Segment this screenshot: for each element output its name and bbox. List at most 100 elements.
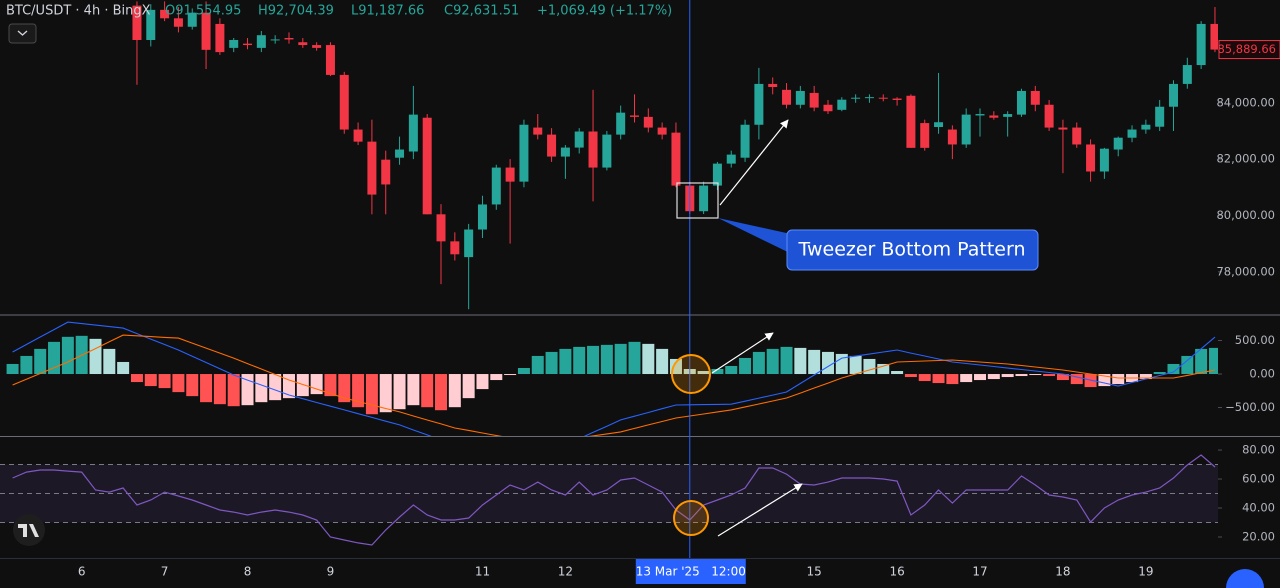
histogram-bar — [752, 351, 765, 375]
x-tick-label: 8 — [244, 565, 252, 579]
histogram-bar — [559, 348, 572, 375]
help-button[interactable] — [1226, 569, 1264, 588]
histogram-bar — [656, 348, 669, 375]
histogram-bar — [877, 363, 890, 375]
candle-body — [270, 39, 280, 41]
candle-body — [782, 89, 792, 105]
histogram-bar — [918, 374, 931, 382]
symbol-title: BTC/USDT · 4h · BingX — [6, 4, 151, 19]
histogram-bar — [946, 374, 959, 385]
annotation-text: Tweezer Bottom Pattern — [798, 239, 1026, 261]
histogram-bar — [1098, 374, 1111, 387]
last-price-label: 85,889.66 — [1217, 42, 1276, 56]
histogram-bar — [849, 355, 862, 375]
candle-body — [132, 5, 142, 40]
logo — [13, 514, 45, 546]
histogram-bar — [89, 338, 102, 375]
highlight-circle — [671, 354, 711, 394]
y-tick-label: 82,000.00 — [1216, 152, 1275, 166]
histogram-bar — [725, 365, 738, 375]
histogram-bar — [1208, 347, 1218, 375]
histogram-bar — [20, 355, 33, 375]
candle-body — [477, 204, 487, 230]
histogram-bar — [960, 374, 973, 383]
histogram-bar — [904, 374, 917, 378]
candle-body — [616, 112, 626, 135]
candle-body — [450, 241, 460, 255]
histogram-bar — [504, 374, 517, 376]
collapse-button[interactable] — [8, 23, 37, 44]
candle-body — [533, 127, 543, 135]
candle-body — [1155, 106, 1165, 127]
histogram-bar — [255, 374, 268, 403]
candle-body — [353, 129, 363, 142]
y-tick-label: 80,000.00 — [1216, 208, 1275, 222]
candle-body — [1210, 23, 1218, 50]
candle-body — [671, 132, 681, 186]
y-tick-label: −500.00 — [1225, 400, 1275, 414]
candle-body — [961, 114, 971, 145]
pattern-box — [676, 182, 719, 219]
histogram-bar — [628, 341, 641, 375]
crosshair-label-bg — [635, 559, 746, 584]
candle-body — [367, 141, 377, 195]
histogram-bar — [213, 374, 226, 405]
y-tick-label: 78,000.00 — [1216, 264, 1275, 278]
histogram-bar — [766, 348, 779, 375]
candle-body — [837, 99, 847, 110]
candle-body — [1058, 127, 1068, 130]
candle-body — [975, 114, 985, 116]
x-tick-label: 6 — [78, 565, 86, 579]
candle-body — [284, 38, 294, 40]
histogram-bar — [974, 374, 987, 381]
candle-body — [851, 97, 861, 99]
candle-body — [395, 149, 405, 158]
histogram-bar — [794, 347, 807, 375]
candle-body — [1030, 90, 1040, 105]
x-tick-label: 12 — [558, 565, 573, 579]
candle-body — [823, 104, 833, 112]
x-tick-label: 9 — [327, 565, 335, 579]
highlight-circle — [673, 500, 709, 536]
candle-body — [934, 122, 944, 128]
histogram-bar — [891, 371, 904, 375]
histogram-bar — [310, 374, 323, 395]
candle-body — [381, 159, 391, 185]
arrow — [711, 332, 774, 374]
candle-body — [325, 45, 335, 75]
histogram-bar — [421, 374, 434, 408]
button-frame[interactable] — [8, 23, 37, 44]
ohlc-close: C92,631.51 — [444, 4, 519, 19]
chevron — [17, 30, 28, 36]
candle-body — [643, 116, 653, 128]
histogram-bar — [282, 374, 295, 399]
candle-body — [754, 83, 764, 125]
histogram-bar — [642, 343, 655, 375]
histogram-bar — [200, 374, 213, 403]
histogram-bar — [863, 358, 876, 375]
candle-body — [464, 229, 474, 258]
histogram-bar — [1139, 374, 1152, 380]
candle-body — [657, 127, 667, 135]
candle-body — [768, 83, 778, 88]
histogram-bar — [1070, 374, 1083, 385]
histogram-bar — [545, 351, 558, 375]
histogram-bar — [711, 368, 724, 375]
y-tick-label: 40.00 — [1242, 501, 1275, 515]
histogram-bar — [462, 374, 475, 399]
candle-body — [1072, 127, 1082, 145]
histogram-bar — [324, 374, 337, 397]
candle-body — [740, 124, 750, 158]
candle-body — [892, 98, 902, 100]
indicator-line — [12, 321, 1216, 436]
candle-body — [809, 92, 819, 108]
histogram-bar — [117, 361, 130, 375]
candle-body — [588, 131, 598, 168]
histogram-bar — [697, 371, 710, 375]
histogram-bar — [821, 351, 834, 375]
histogram-bar — [103, 348, 116, 375]
histogram-bar — [739, 357, 752, 375]
histogram-bar — [1181, 355, 1194, 375]
